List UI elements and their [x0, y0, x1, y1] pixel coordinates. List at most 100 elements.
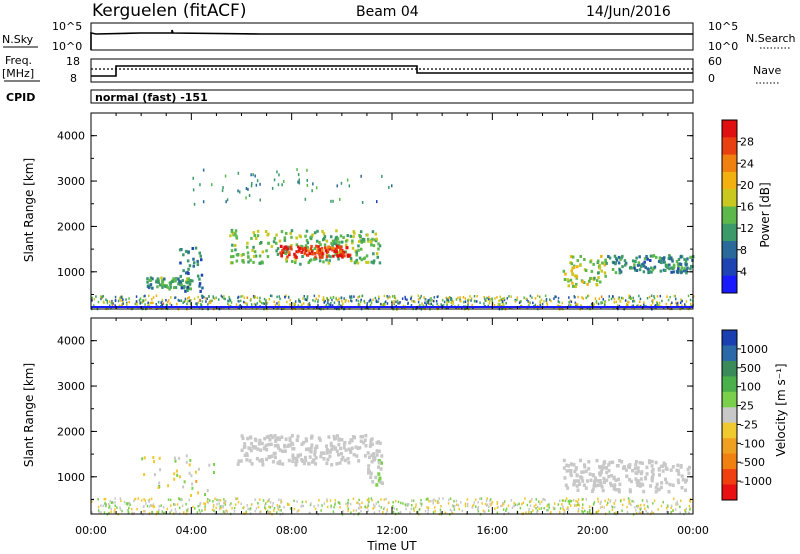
velocity-echo-cell — [676, 503, 679, 506]
velocity-echo-cell — [584, 469, 588, 474]
velocity-echo-cell — [565, 469, 569, 473]
velocity-echo-cell — [553, 502, 556, 505]
velocity-echo-cell — [434, 509, 436, 513]
velocity-echo-cell — [340, 438, 344, 442]
power-echo-cell — [205, 297, 207, 300]
power-echo-cell — [308, 304, 310, 307]
power-echo-cell — [338, 303, 340, 306]
velocity-echo-cell — [247, 446, 251, 450]
velocity-echo-cell — [526, 503, 529, 507]
velocity-echo-cell — [277, 446, 280, 450]
velocity-echo-cell — [569, 499, 571, 502]
velocity-echo-cell — [404, 503, 407, 506]
velocity-echo-cell — [477, 505, 479, 509]
velocity-echo-cell — [322, 457, 326, 461]
power-echo-cell — [381, 174, 383, 178]
velocity-echo-cell — [278, 437, 282, 441]
velocity-echo-cell — [281, 462, 285, 466]
power-echo-cell — [286, 247, 289, 251]
velocity-echo-cell — [189, 458, 192, 462]
velocity-echo-cell — [605, 478, 609, 483]
velocity-echo-cell — [397, 500, 400, 504]
velocity-echo-cell — [639, 508, 642, 511]
power-echo-cell — [199, 298, 201, 302]
velocity-echo-cell — [220, 507, 222, 510]
velocity-echo-cell — [329, 441, 333, 446]
power-echo-cell — [531, 296, 533, 299]
power-echo-cell — [267, 232, 270, 236]
velocity-echo-cell — [218, 498, 220, 502]
colorbar-swatch — [722, 223, 737, 242]
power-echo-cell — [665, 302, 668, 306]
velocity-echo-cell — [621, 503, 624, 507]
power-echo-cell — [534, 297, 537, 300]
velocity-echo-cell — [250, 462, 254, 466]
power-echo-cell — [146, 307, 148, 310]
power-echo-layer — [91, 168, 695, 311]
velocity-echo-cell — [419, 502, 422, 505]
power-echo-cell — [269, 294, 272, 297]
velocity-echo-cell — [628, 477, 632, 482]
power-echo-cell — [321, 229, 324, 233]
power-echo-cell — [299, 262, 302, 266]
velocity-echo-cell — [150, 503, 152, 507]
colorbar-swatch — [722, 469, 737, 486]
power-echo-cell — [228, 297, 231, 301]
velocity-echo-cell — [680, 474, 684, 478]
velocity-echo-cell — [364, 433, 368, 438]
velocity-echo-cell — [566, 486, 570, 490]
velocity-echo-cell — [114, 504, 116, 507]
power-echo-cell — [336, 237, 340, 241]
velocity-echo-cell — [610, 505, 613, 508]
velocity-echo-cell — [589, 508, 591, 512]
velocity-echo-cell — [601, 505, 603, 508]
velocity-echo-cell — [546, 504, 548, 508]
velocity-echo-cell — [636, 469, 640, 474]
velocity-echo-cell — [185, 502, 187, 506]
power-echo-cell — [618, 269, 622, 272]
velocity-echo-cell — [275, 437, 279, 441]
power-echo-cell — [662, 268, 666, 272]
power-echo-cell — [680, 270, 683, 274]
nsky-tick-top: 10^5 — [52, 20, 82, 33]
power-echo-cell — [683, 257, 686, 261]
velocity-echo-cell — [489, 502, 491, 506]
velocity-echo-cell — [359, 503, 361, 507]
power-echo-cell — [201, 300, 204, 303]
velocity-echo-cell — [198, 509, 201, 512]
velocity-echo-cell — [639, 482, 643, 486]
velocity-echo-cell — [197, 467, 200, 471]
power-echo-cell — [514, 298, 516, 302]
power-echo-cell — [196, 274, 200, 278]
velocity-echo-cell — [257, 505, 260, 509]
power-echo-cell — [188, 282, 192, 286]
power-echo-cell — [101, 295, 103, 298]
velocity-echo-cell — [360, 510, 362, 513]
velocity-echo-cell — [179, 497, 181, 501]
power-echo-cell — [342, 236, 345, 239]
velocity-echo-cell — [383, 506, 386, 510]
power-echo-cell — [108, 304, 111, 308]
velocity-echo-cell — [313, 453, 317, 457]
power-echo-cell — [339, 234, 343, 238]
power-echo-cell — [198, 284, 201, 288]
power-echo-cell — [304, 297, 306, 301]
power-echo-cell — [375, 237, 378, 241]
power-echo-cell — [256, 296, 259, 300]
velocity-echo-cell — [123, 500, 126, 504]
velocity-echo-cell — [191, 486, 194, 490]
power-echo-cell — [332, 246, 335, 250]
power-echo-cell — [210, 299, 212, 303]
velocity-echo-cell — [646, 500, 649, 503]
power-echo-cell — [464, 297, 467, 300]
power-echo-cell — [194, 246, 198, 250]
power-echo-cell — [404, 307, 406, 310]
velocity-echo-cell — [273, 455, 277, 460]
power-echo-cell — [424, 298, 427, 301]
power-echo-cell — [262, 302, 265, 305]
velocity-echo-cell — [587, 460, 591, 464]
power-echo-cell — [119, 297, 121, 301]
velocity-echo-cell — [612, 505, 614, 509]
velocity-echo-cell — [411, 504, 413, 507]
